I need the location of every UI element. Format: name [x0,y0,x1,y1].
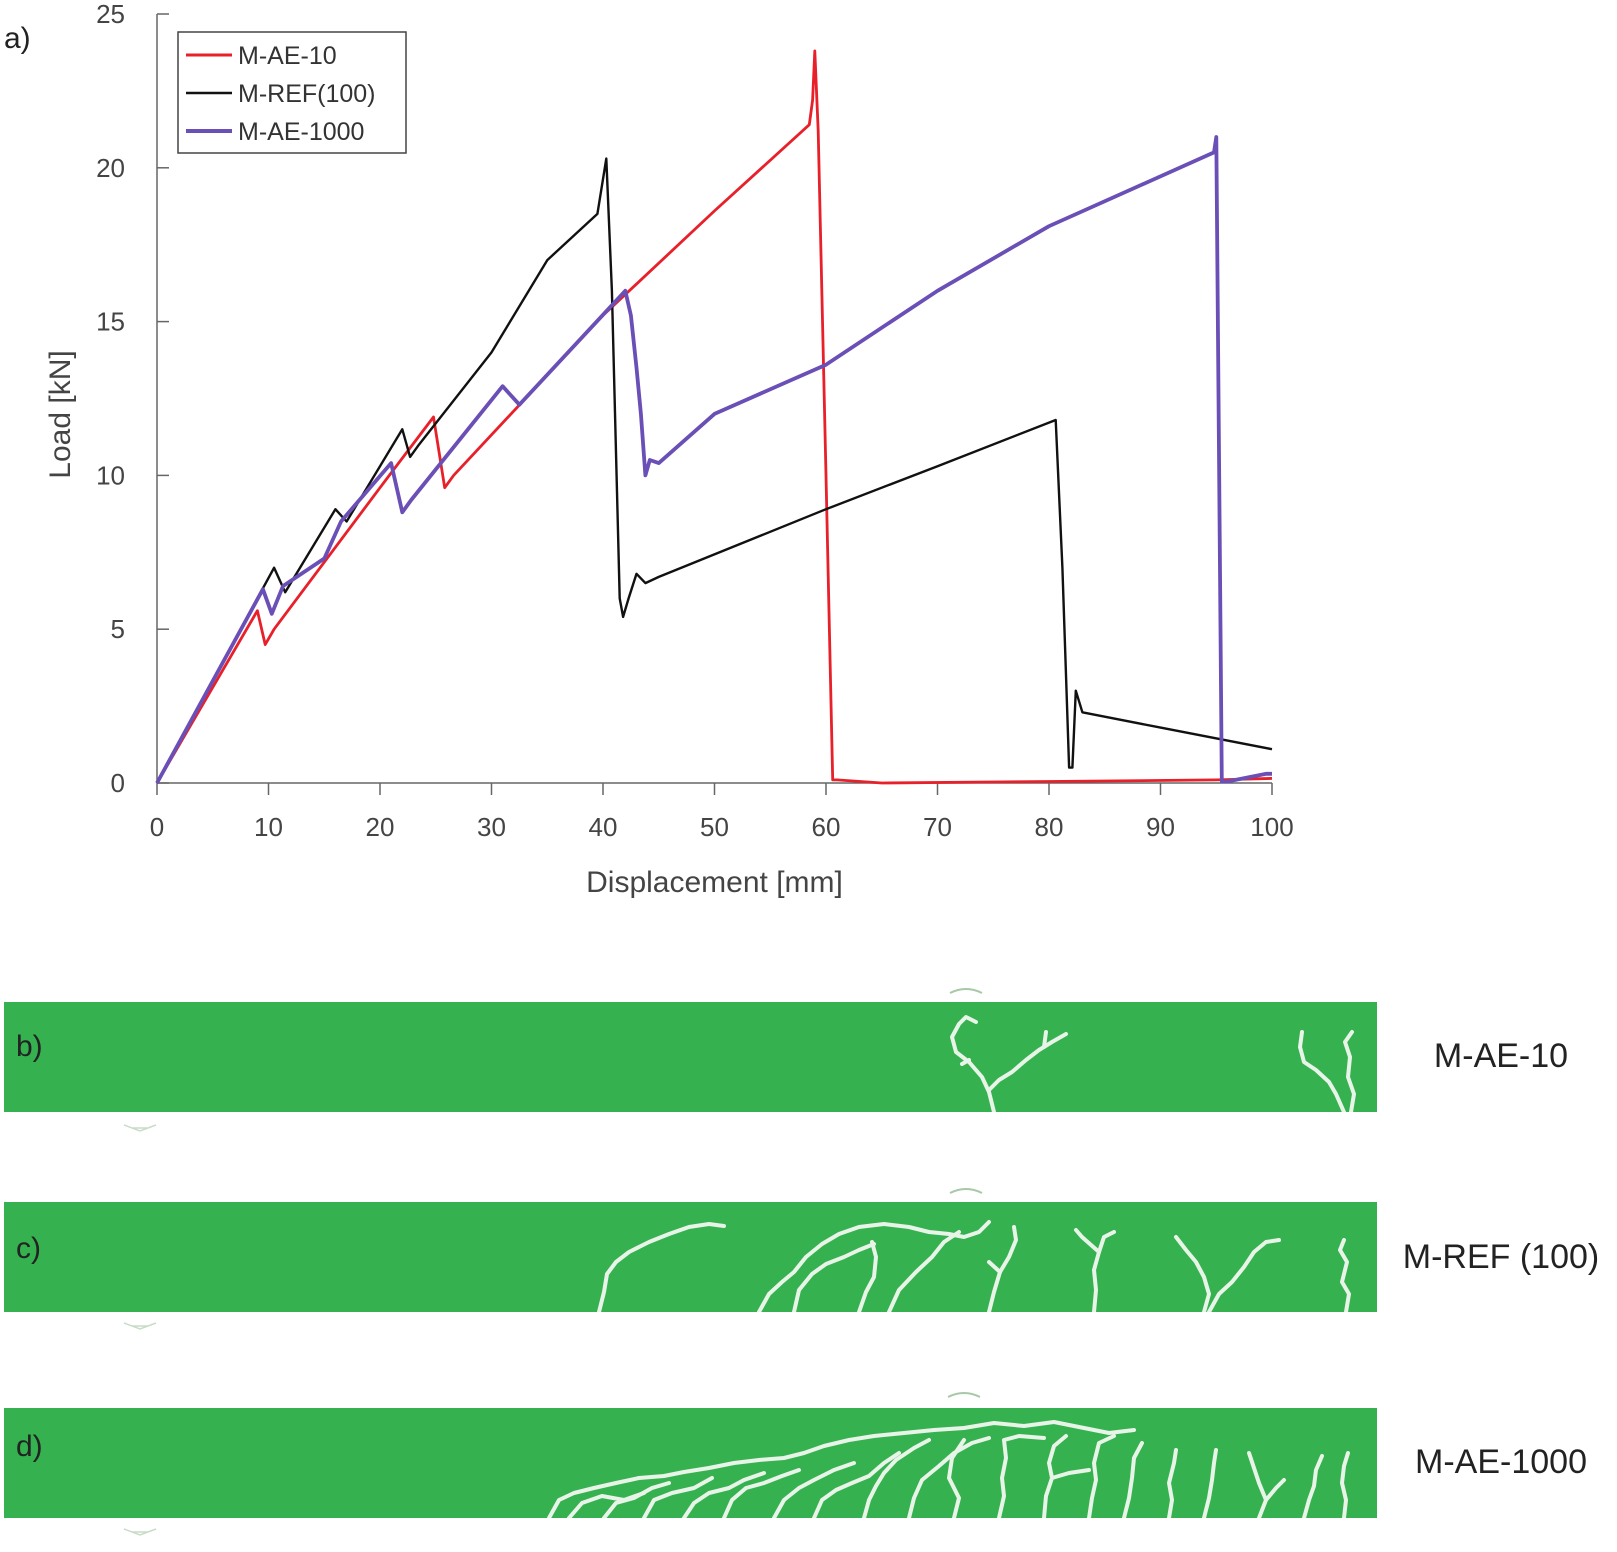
series-line-m-ae-1000 [155,135,1272,784]
y-tick-label: 10 [96,460,125,490]
support-icon-b [122,1120,158,1132]
load-displacement-chart: a) 0 10 20 30 40 50 60 70 80 90 100 0 5 10 15 20 25 Disp… [4,0,1294,899]
panel-letter-b: b) [16,1030,43,1063]
series-line-m-ref-100 [155,157,1273,784]
chart-axes: 0 10 20 30 40 50 60 70 80 90 100 0 5 10 15 20 25 [96,0,1294,842]
beam-label-m-ref-100: M-REF (100) [1402,1238,1600,1276]
beam-label-m-ae-10: M-AE-10 [1433,1037,1569,1075]
load-point-icon-d [946,1386,982,1398]
beam-panel-d [4,1408,1377,1518]
panel-letter-d: d) [16,1430,43,1463]
panel-letter-a: a) [4,22,31,55]
y-tick-label: 15 [96,307,125,337]
x-tick-label: 90 [1146,812,1175,842]
x-tick-label: 0 [150,812,164,842]
legend-entry-m-ref-100: M-REF(100) [238,80,376,108]
chart-plot-area [155,49,1273,785]
support-icon-d [122,1524,158,1536]
x-tick-label: 50 [700,812,729,842]
x-tick-label: 70 [923,812,952,842]
x-tick-label: 10 [254,812,283,842]
chart-legend: M-AE-10 M-REF(100) M-AE-1000 [177,31,407,154]
load-point-icon-c [948,1182,984,1194]
y-tick-label: 5 [111,614,125,644]
legend-entry-m-ae-10: M-AE-10 [238,42,337,70]
beam-label-m-ae-1000: M-AE-1000 [1415,1443,1587,1481]
beam-panel-c [4,1202,1377,1312]
y-tick-label: 0 [111,768,125,798]
x-axis-label: Displacement [mm] [586,866,843,899]
load-point-icon-b [948,982,984,994]
y-tick-label: 25 [96,0,125,29]
x-tick-label: 100 [1250,812,1293,842]
panel-letter-c: c) [16,1232,41,1265]
x-tick-label: 60 [812,812,841,842]
beam-panel-b [4,1002,1377,1112]
x-tick-label: 30 [477,812,506,842]
support-icon-c [122,1318,158,1330]
y-tick-label: 20 [96,153,125,183]
x-tick-label: 20 [366,812,395,842]
x-tick-label: 80 [1035,812,1064,842]
legend-entry-m-ae-1000: M-AE-1000 [238,118,364,146]
crack-pattern-c [597,1220,1351,1312]
series-line-m-ae-10 [155,49,1273,785]
y-axis-label: Load [kN] [44,350,77,478]
crack-pattern-b [950,1015,1356,1112]
x-tick-label: 40 [589,812,618,842]
crack-pattern-d [547,1420,1350,1518]
